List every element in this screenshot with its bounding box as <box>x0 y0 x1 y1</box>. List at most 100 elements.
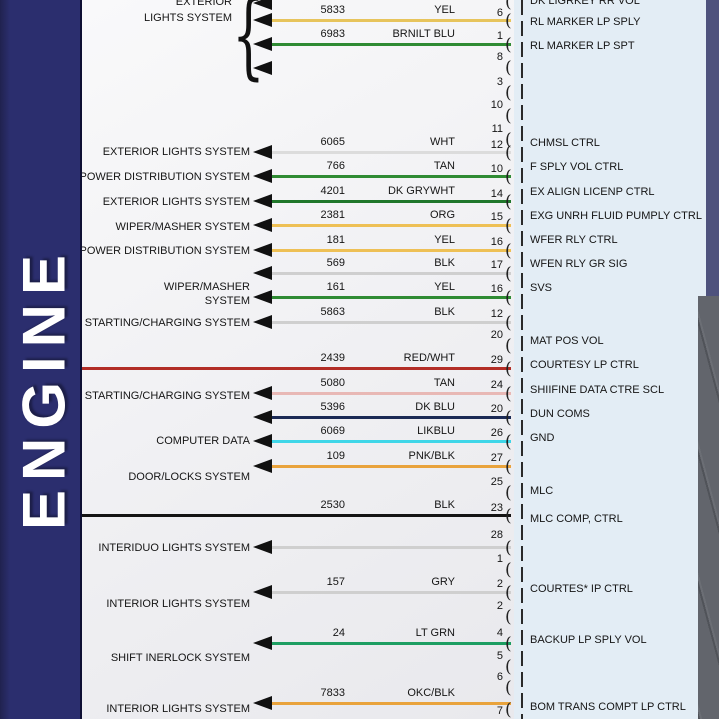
wire-number: 7833 <box>320 687 345 699</box>
system-label: INTERIOR LIGHTS SYSTEM <box>106 703 250 715</box>
arrow-icon <box>253 434 272 448</box>
signal-label: BACKUP LP SPLY VOL <box>530 634 647 646</box>
wire-line <box>272 440 511 443</box>
wire-number: 4201 <box>320 185 345 197</box>
pin-number: 20 <box>490 403 503 415</box>
system-label: LIGHTS SYSTEM <box>143 12 232 24</box>
signal-label: RL MARKER LP SPLY <box>530 16 641 28</box>
pin-number: 16 <box>490 283 503 295</box>
arrow-icon <box>253 459 272 473</box>
connector-cavity-icon: ( <box>505 35 512 55</box>
wire-line <box>272 702 511 705</box>
connector-cavity-icon: ( <box>505 106 512 126</box>
arrow-icon <box>253 37 272 51</box>
wire-line <box>272 392 511 395</box>
system-label: DOOR/LOCKS SYSTEM <box>128 471 250 483</box>
wire-number: 6983 <box>320 28 345 40</box>
pin-number: 2 <box>496 600 503 612</box>
connector-cavity-icon: ( <box>505 130 512 150</box>
connector-cavity-icon: ( <box>505 0 512 12</box>
system-label: WIPER/MASHER SYSTEM <box>163 281 250 307</box>
wire-color: BLK <box>434 257 455 269</box>
wire-number: 24 <box>332 627 345 639</box>
connector-cavity-icon: ( <box>505 167 512 187</box>
wire-line <box>272 19 511 22</box>
wire-line <box>272 249 511 252</box>
arrow-icon <box>253 61 272 75</box>
wire-color: BRNILT BLU <box>392 28 455 40</box>
connector-boundary-dashed-line <box>521 0 523 719</box>
connector-cavity-icon: ( <box>505 264 512 284</box>
connector-cavity-icon: ( <box>505 192 512 212</box>
wire-line <box>272 591 511 594</box>
connector-cavity-icon: ( <box>505 538 512 558</box>
wire-color: YEL <box>434 4 455 16</box>
connector-cavity-icon: ( <box>505 288 512 308</box>
page-title: ENGINE <box>10 245 78 531</box>
connector-cavity-icon: ( <box>505 83 512 103</box>
pin-number: 24 <box>490 379 503 391</box>
arrow-icon <box>253 266 272 280</box>
system-label: EXTERIOR LIGHTS SYSTEM <box>102 196 250 208</box>
connector-cavity-icon: ( <box>505 432 512 452</box>
connector-cavity-icon: ( <box>505 336 512 356</box>
connector-cavity-icon: ( <box>505 583 512 603</box>
wire-number: 6065 <box>320 136 345 148</box>
wire-line <box>272 151 511 154</box>
pin-number: 4 <box>496 627 503 639</box>
wire-number: 2439 <box>320 352 345 364</box>
wire-color: YEL <box>434 234 455 246</box>
system-label: WIPER/MASHER SYSTEM <box>115 221 250 233</box>
connector-cavity-icon: ( <box>505 313 512 333</box>
connector-cavity-icon: ( <box>505 483 512 503</box>
wire-color: TAN <box>433 377 455 389</box>
signal-label: EX ALIGN LICENP CTRL <box>530 186 655 198</box>
system-label: SHIFT INERLOCK SYSTEM <box>110 652 250 664</box>
wire-number: 157 <box>326 576 345 588</box>
wire-color: OKC/BLK <box>407 687 455 699</box>
pin-number: 26 <box>490 427 503 439</box>
pin-number: 16 <box>490 236 503 248</box>
pin-number: 5 <box>496 650 503 662</box>
signal-label: COURTES* IP CTRL <box>530 583 633 595</box>
wire-number: 6069 <box>320 425 345 437</box>
page-edge-strip-bottom <box>698 296 719 719</box>
signal-label: CHMSL CTRL <box>530 137 600 149</box>
connector-cavity-icon: ( <box>505 143 512 163</box>
wire-color: WHT <box>429 136 455 148</box>
arrow-icon <box>253 696 272 710</box>
arrow-icon <box>253 13 272 27</box>
pin-number: 7 <box>496 705 503 717</box>
pin-number: 6 <box>496 7 503 19</box>
wire-color: PNK/BLK <box>408 450 455 462</box>
arrow-icon <box>253 636 272 650</box>
wire-color: TAN <box>433 160 455 172</box>
pin-number: 10 <box>490 163 503 175</box>
signal-label: F SPLY VOL CTRL <box>530 161 624 173</box>
pin-number: 12 <box>490 308 503 320</box>
wire-color: LIKBLU <box>417 425 455 437</box>
pin-number: 23 <box>490 502 503 514</box>
wire-color: BLK <box>434 306 455 318</box>
signal-label: SHIIFINE DATA CTRE SCL <box>530 384 665 396</box>
wire-line <box>272 200 511 203</box>
pin-number: 15 <box>490 211 503 223</box>
arrow-icon <box>253 585 272 599</box>
pin-number: 25 <box>490 476 503 488</box>
connector-cavity-icon: ( <box>505 506 512 526</box>
wire-line <box>272 296 511 299</box>
arrow-icon <box>253 315 272 329</box>
wire-line <box>272 642 511 645</box>
wire-line <box>272 321 511 324</box>
system-label: COMPUTER DATA <box>156 435 250 447</box>
arrow-icon <box>253 540 272 554</box>
connector-cavity-icon: ( <box>505 634 512 654</box>
wire-color: ORG <box>429 209 455 221</box>
arrow-icon <box>253 0 272 10</box>
wire-number: 5080 <box>320 377 345 389</box>
wire-line <box>272 546 511 549</box>
wire-number: 2530 <box>320 499 345 511</box>
arrow-icon <box>253 169 272 183</box>
sidebar: ENGINE <box>0 0 82 719</box>
wire-line <box>272 272 511 275</box>
